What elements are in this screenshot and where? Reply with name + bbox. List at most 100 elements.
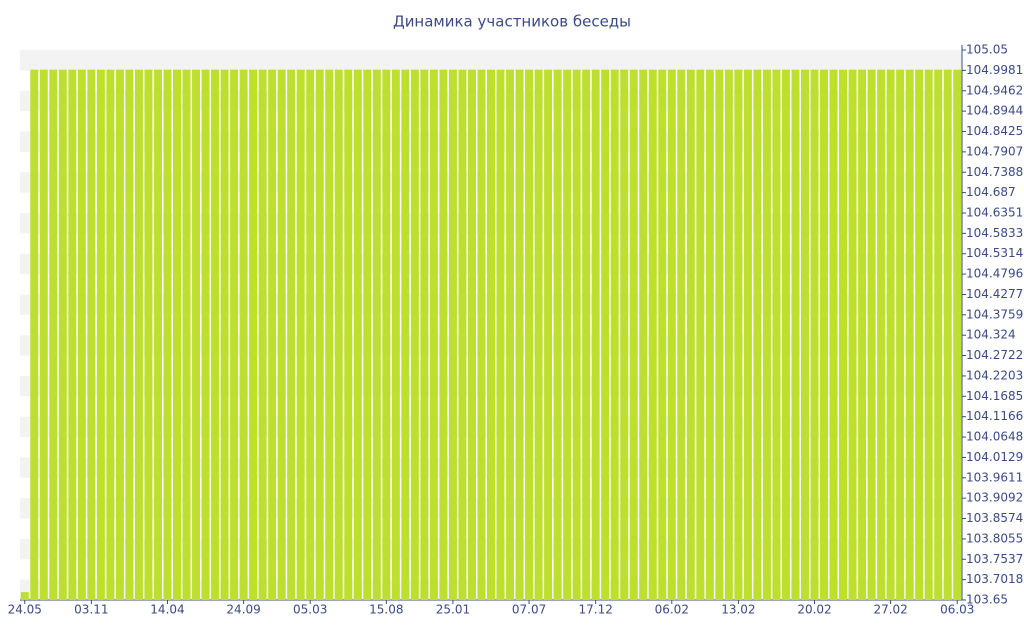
bar	[363, 69, 372, 600]
bar	[296, 69, 305, 600]
y-tick-label: 104.8425	[966, 124, 1023, 138]
bar	[182, 69, 191, 600]
bar	[886, 69, 895, 600]
bar	[953, 69, 962, 600]
x-tick-label: 05.03	[293, 603, 327, 617]
y-tick-label: 104.8944	[966, 104, 1023, 118]
bar	[553, 69, 562, 600]
bar	[249, 69, 258, 600]
y-tick-label: 104.0648	[966, 430, 1023, 444]
x-tick-label: 06.02	[655, 603, 689, 617]
bar	[258, 69, 267, 600]
bar	[601, 69, 610, 600]
bar	[506, 69, 515, 600]
x-tick-label: 25.01	[436, 603, 470, 617]
bar	[49, 69, 58, 600]
bar	[772, 69, 781, 600]
bar	[696, 69, 705, 600]
y-tick-label: 104.0129	[966, 450, 1023, 464]
bar	[620, 69, 629, 600]
y-tick-label: 103.7537	[966, 552, 1023, 566]
x-tick-label: 15.08	[369, 603, 403, 617]
y-tick-label: 103.8055	[966, 531, 1023, 545]
y-tick-label: 104.3759	[966, 307, 1023, 321]
y-tick-label: 104.7388	[966, 165, 1023, 179]
y-tick-label: 104.6351	[966, 205, 1023, 219]
bar	[724, 69, 733, 600]
x-tick-label: 13.02	[721, 603, 755, 617]
bar	[781, 69, 790, 600]
bar	[230, 69, 239, 600]
bar	[106, 69, 115, 600]
bar	[658, 69, 667, 600]
y-tick-label: 104.2722	[966, 348, 1023, 362]
bar	[572, 69, 581, 600]
bar	[525, 69, 534, 600]
x-tick-label: 24.05	[8, 603, 42, 617]
plot-band	[20, 50, 962, 71]
bar	[382, 69, 391, 600]
x-tick-label: 06.03	[940, 603, 974, 617]
bar	[277, 69, 286, 600]
bar	[639, 69, 648, 600]
bar	[905, 69, 914, 600]
bar	[515, 69, 524, 600]
y-tick-label: 103.65	[966, 593, 1008, 607]
bar	[96, 69, 105, 600]
bar	[344, 69, 353, 600]
bar	[877, 69, 886, 600]
bar	[239, 69, 248, 600]
bar	[715, 69, 724, 600]
bar	[896, 69, 905, 600]
y-tick-label: 104.1166	[966, 409, 1023, 423]
bar	[848, 69, 857, 600]
x-tick-label: 27.02	[873, 603, 907, 617]
y-tick-label: 104.9462	[966, 83, 1023, 97]
y-tick-label: 104.687	[966, 185, 1016, 199]
bar	[30, 69, 39, 600]
bar	[391, 69, 400, 600]
bar	[829, 69, 838, 600]
y-tick-label: 104.5314	[966, 246, 1023, 260]
bar	[173, 69, 181, 600]
bar	[201, 69, 210, 600]
bar	[39, 69, 48, 600]
bar	[582, 69, 591, 600]
y-tick-label: 104.4277	[966, 287, 1023, 301]
x-tick-label: 03.11	[74, 603, 108, 617]
bar	[134, 69, 143, 600]
bar	[77, 69, 86, 600]
bar	[372, 69, 381, 600]
x-tick-label: 17.12	[578, 603, 612, 617]
bar	[163, 69, 172, 600]
bar	[743, 69, 752, 600]
x-tick-label: 07.07	[512, 603, 546, 617]
y-tick-label: 104.324	[966, 328, 1016, 342]
bar	[839, 69, 848, 600]
y-tick-label: 103.9611	[966, 470, 1023, 484]
bar	[801, 69, 809, 600]
y-tick-label: 104.2203	[966, 368, 1023, 382]
bar	[287, 69, 296, 600]
bar	[153, 69, 162, 600]
bar	[211, 69, 220, 600]
bar	[820, 69, 829, 600]
bar	[410, 69, 419, 600]
bar	[924, 69, 933, 600]
bar	[563, 69, 572, 600]
bar	[734, 69, 743, 600]
x-tick-label: 20.02	[797, 603, 831, 617]
bar	[268, 69, 277, 600]
bar	[667, 69, 676, 600]
bar	[629, 69, 638, 600]
bar	[353, 69, 362, 600]
y-tick-label: 104.9981	[966, 63, 1023, 77]
bar	[762, 69, 771, 600]
bar	[867, 69, 876, 600]
bar	[334, 69, 343, 600]
y-tick-label: 103.8574	[966, 511, 1023, 525]
bar	[591, 69, 600, 600]
bar	[544, 69, 553, 600]
bar	[325, 69, 334, 600]
